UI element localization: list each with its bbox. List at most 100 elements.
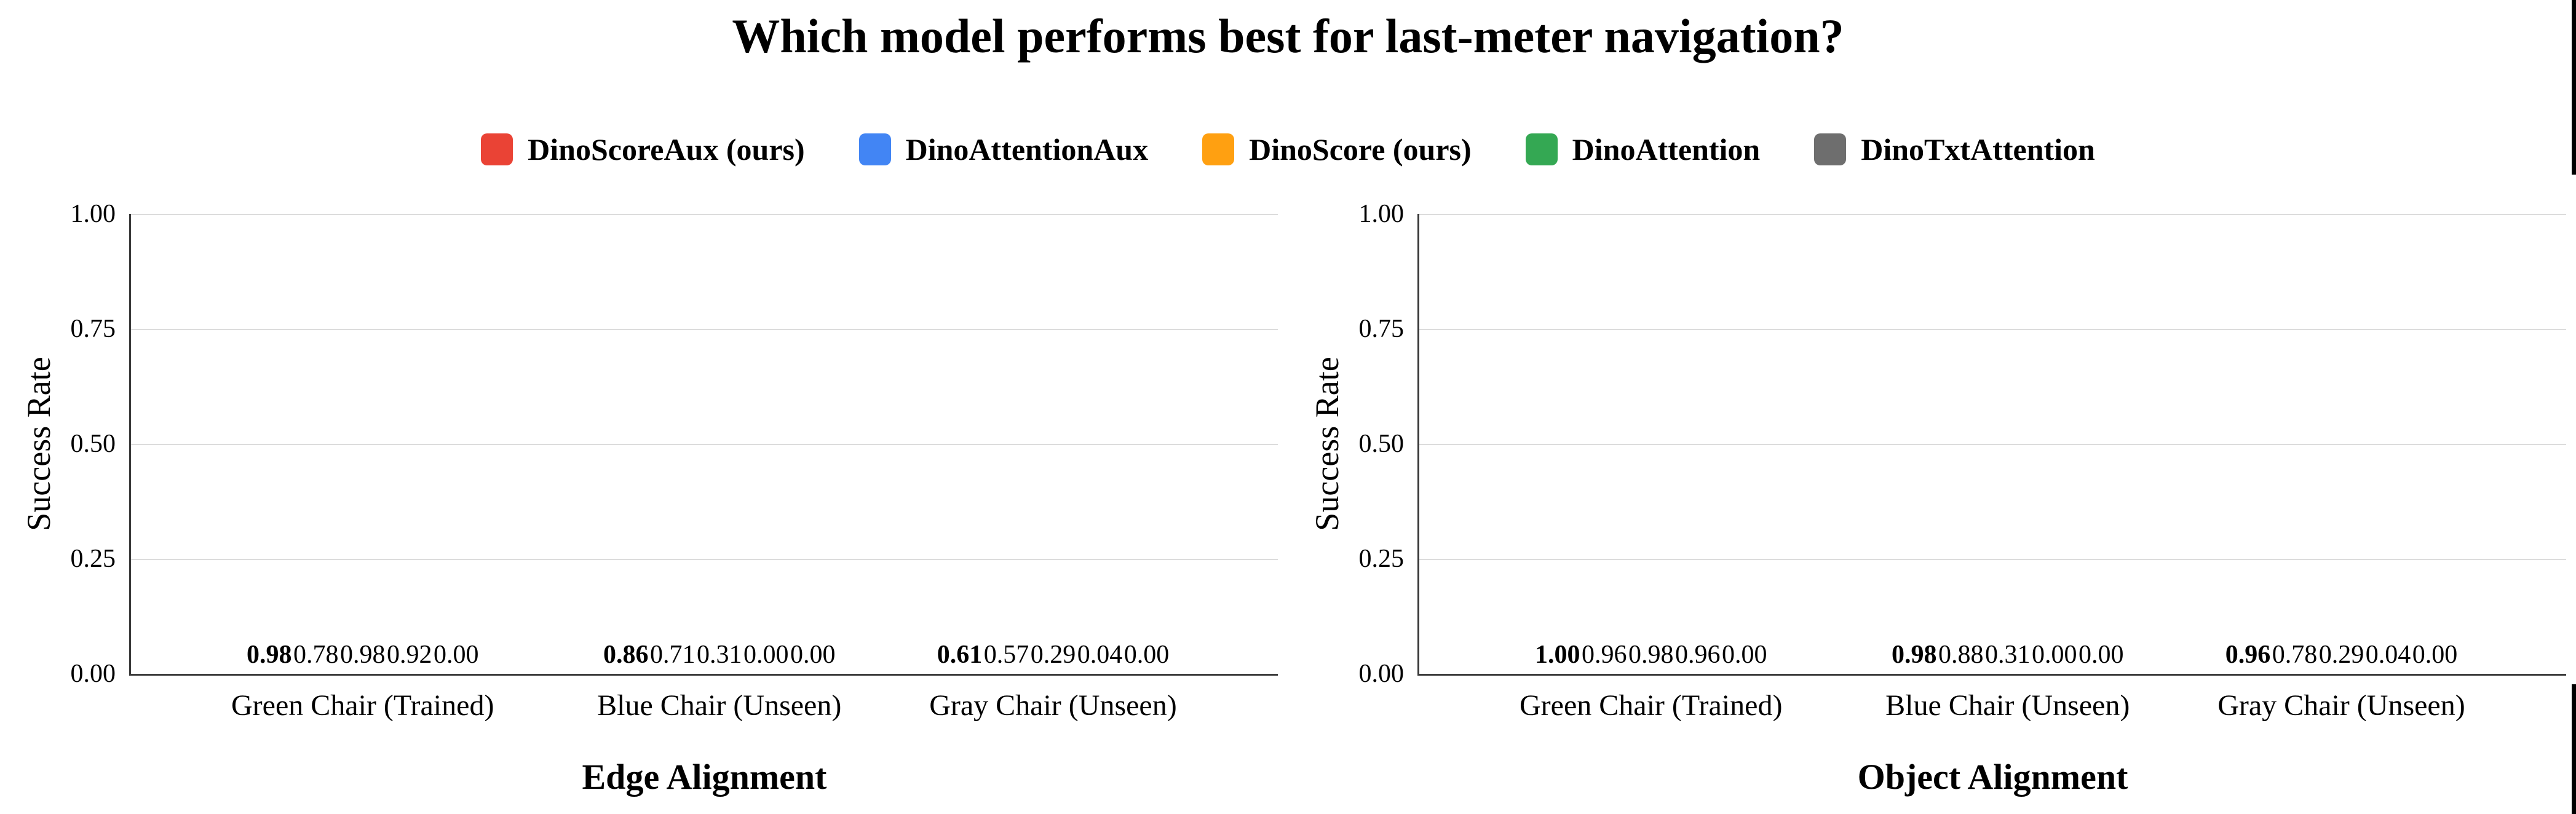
- bar-value-label: 0.31: [696, 641, 742, 669]
- bar-value-label: 0.29: [2318, 641, 2364, 669]
- bar-value-label: 0.04: [2365, 641, 2411, 669]
- bar-slot: 0.86: [603, 642, 649, 674]
- bar-group: 0.61 0.57 0.29 0.04 0.00: [936, 642, 1170, 674]
- bar-slot: 0.61: [936, 642, 983, 674]
- bar-slot: 0.57: [983, 642, 1029, 674]
- plot-object-alignment: Success Rate Object Alignment 0.00 0.25 0.…: [1309, 201, 2566, 797]
- y-tick-label: 0.25: [1358, 545, 1405, 573]
- plot-edge-alignment: Success Rate Edge Alignment 0.00 0.25 0.50…: [20, 201, 1278, 797]
- bar-slot: 0.96: [2224, 642, 2271, 674]
- bar-group: 0.86 0.71 0.31 0.00 0.00: [603, 642, 836, 674]
- bar-slot: 0.98: [1891, 642, 1938, 674]
- legend-item: DinoScore (ours): [1202, 132, 1472, 167]
- bar-slot: 0.00: [1721, 642, 1768, 674]
- bar-value-label: 0.98: [1628, 641, 1674, 669]
- bar-slot: 0.29: [1029, 642, 1076, 674]
- bar-value-label: 0.04: [1077, 641, 1123, 669]
- bar-group: 0.96 0.78 0.29 0.04 0.00: [2224, 642, 2458, 674]
- x-axis-title: Object Alignment: [1857, 757, 2128, 797]
- bar-value-label: 0.00: [743, 641, 789, 669]
- x-tick-label: Green Chair (Trained): [1520, 689, 1783, 722]
- bar-value-label: 0.00: [790, 641, 836, 669]
- bar-slot: 0.96: [1581, 642, 1628, 674]
- figure-edge-mark-bottom: [2572, 684, 2576, 814]
- bar-group: 0.98 0.88 0.31 0.00 0.00: [1891, 642, 2125, 674]
- bar-slot: 0.00: [2078, 642, 2125, 674]
- bar-value-label: 0.78: [293, 641, 339, 669]
- legend-label: DinoAttentionAux: [905, 132, 1149, 167]
- bar-slot: 0.78: [2271, 642, 2318, 674]
- bar-slot: 0.04: [2364, 642, 2411, 674]
- legend-label: DinoScoreAux (ours): [528, 132, 805, 167]
- legend-swatch-icon: [1525, 133, 1558, 165]
- legend-swatch-icon: [858, 133, 891, 165]
- bar-value-label: 0.00: [2031, 641, 2077, 669]
- legend-item: DinoScoreAux (ours): [481, 132, 805, 167]
- bar-value-label: 0.98: [1891, 641, 1937, 669]
- legend-swatch-icon: [1202, 133, 1235, 165]
- bar-slot: 0.78: [293, 642, 339, 674]
- y-tick-label: 0.00: [70, 660, 116, 688]
- gridline: [1419, 214, 2566, 215]
- bar-value-label: 0.78: [2272, 641, 2318, 669]
- legend-swatch-icon: [481, 133, 513, 165]
- bar-value-label: 0.96: [1674, 641, 1721, 669]
- bar-value-label: 0.57: [983, 641, 1029, 669]
- bar-slot: 0.00: [2411, 642, 2458, 674]
- y-tick-label: 0.75: [1358, 315, 1405, 343]
- y-tick-label: 0.00: [1358, 660, 1405, 688]
- gridline: [131, 329, 1278, 330]
- legend-item: DinoTxtAttention: [1814, 132, 2095, 167]
- bar-slot: 0.00: [790, 642, 836, 674]
- bar-slot: 0.88: [1938, 642, 1984, 674]
- gridline: [131, 214, 1278, 215]
- legend-item: DinoAttention: [1525, 132, 1760, 167]
- legend-item: DinoAttentionAux: [858, 132, 1149, 167]
- bar-slot: 0.00: [433, 642, 480, 674]
- bar-value-label: 0.00: [2412, 641, 2458, 669]
- bar-value-label: 1.00: [1534, 641, 1580, 669]
- gridline: [1419, 329, 2566, 330]
- x-tick-label: Green Chair (Trained): [231, 689, 494, 722]
- bar-slot: 0.71: [649, 642, 696, 674]
- bar-slot: 0.29: [2318, 642, 2364, 674]
- bar-slot: 0.00: [1123, 642, 1170, 674]
- gridline: [131, 444, 1278, 445]
- bar-group: 0.98 0.78 0.98 0.92 0.00: [246, 642, 480, 674]
- bar-slot: 0.00: [2031, 642, 2078, 674]
- x-tick-label: Gray Chair (Unseen): [2217, 689, 2465, 722]
- bar-slot: 0.04: [1076, 642, 1123, 674]
- y-tick-label: 0.25: [70, 545, 116, 573]
- y-tick-label: 0.75: [70, 315, 116, 343]
- bar-value-label: 0.31: [1984, 641, 2031, 669]
- bar-value-label: 0.98: [339, 641, 386, 669]
- y-tick-label: 0.50: [1358, 430, 1405, 458]
- x-tick-label: Gray Chair (Unseen): [929, 689, 1177, 722]
- bar-value-label: 0.00: [1124, 641, 1170, 669]
- bar-value-label: 0.86: [603, 641, 649, 669]
- legend-swatch-icon: [1814, 133, 1847, 165]
- bar-value-label: 0.61: [937, 641, 983, 669]
- bar-slot: 0.96: [1674, 642, 1721, 674]
- bar-value-label: 0.92: [386, 641, 432, 669]
- gridline: [1419, 559, 2566, 560]
- bar-value-label: 0.29: [1030, 641, 1076, 669]
- bar-value-label: 0.96: [1581, 641, 1627, 669]
- bar-group: 1.00 0.96 0.98 0.96 0.00: [1534, 642, 1768, 674]
- bar-value-label: 0.88: [1938, 641, 1984, 669]
- bar-slot: 0.98: [246, 642, 293, 674]
- legend-label: DinoScore (ours): [1249, 132, 1472, 167]
- gridline: [131, 559, 1278, 560]
- bar-value-label: 0.00: [2078, 641, 2124, 669]
- gridline: [1419, 444, 2566, 445]
- legend: DinoScoreAux (ours) DinoAttentionAux DinoS…: [0, 132, 2576, 167]
- bar-value-label: 0.00: [1721, 641, 1767, 669]
- bar-value-label: 0.98: [246, 641, 292, 669]
- x-tick-label: Blue Chair (Unseen): [1885, 689, 2130, 722]
- bar-slot: 0.98: [339, 642, 386, 674]
- x-axis-title: Edge Alignment: [582, 757, 827, 797]
- chart-title: Which model performs best for last-meter…: [732, 9, 1844, 63]
- bar-value-label: 0.71: [649, 641, 696, 669]
- bar-slot: 0.92: [386, 642, 433, 674]
